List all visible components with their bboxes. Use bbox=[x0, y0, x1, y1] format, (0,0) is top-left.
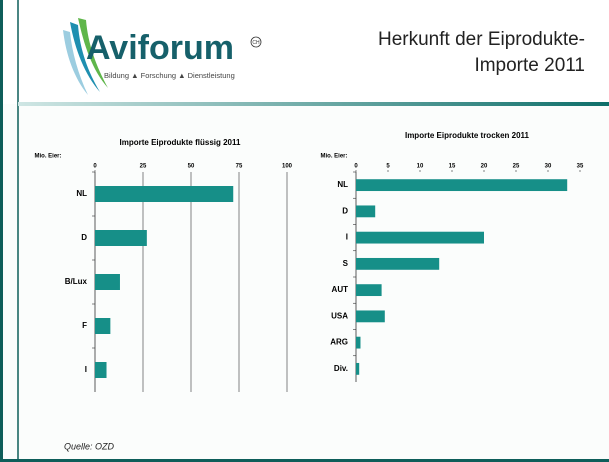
logo: Aviforum bbox=[86, 29, 234, 67]
bar bbox=[356, 362, 360, 375]
bar bbox=[356, 310, 385, 323]
x-tick-label: 15 bbox=[449, 164, 456, 170]
bar bbox=[356, 205, 376, 218]
bar bbox=[95, 186, 234, 202]
y-tick-label: Div. bbox=[334, 364, 348, 373]
bar bbox=[356, 336, 361, 349]
y-tick-label: I bbox=[346, 233, 348, 242]
x-tick-label: 5 bbox=[386, 164, 390, 170]
x-tick-label: 20 bbox=[481, 164, 488, 170]
logo-feather bbox=[63, 18, 108, 95]
left-border bbox=[0, 0, 3, 462]
bar bbox=[356, 257, 440, 270]
y-tick-label: NL bbox=[76, 189, 87, 198]
x-tick-label: 35 bbox=[577, 164, 584, 170]
logo-mark-ring bbox=[250, 36, 262, 48]
x-tick-label: 25 bbox=[513, 164, 520, 170]
x-tick-label: 30 bbox=[545, 164, 552, 170]
axis-label: Mio. Eier: bbox=[320, 154, 347, 160]
x-tick-label: 0 bbox=[354, 164, 358, 170]
slide-title: Importe 2011 bbox=[474, 55, 585, 76]
bar bbox=[95, 274, 120, 290]
y-tick-label: D bbox=[81, 233, 87, 242]
tagline: Bildung ▲ Forschung ▲ Dienstleistung bbox=[104, 71, 235, 80]
bar bbox=[95, 230, 147, 246]
chart-title: Importe Eiprodukte flüssig 2011 bbox=[120, 138, 241, 147]
y-tick-label: USA bbox=[331, 311, 348, 320]
y-tick-label: I bbox=[85, 365, 87, 374]
logo-mark: CH bbox=[252, 40, 260, 46]
bar bbox=[356, 231, 484, 244]
axis-label: Mio. Eier: bbox=[34, 154, 61, 160]
y-tick-label: AUT bbox=[332, 285, 349, 294]
x-tick-label: 50 bbox=[188, 164, 195, 170]
header-band bbox=[0, 0, 609, 104]
chart-title: Importe Eiprodukte trocken 2011 bbox=[405, 131, 530, 140]
bar bbox=[356, 284, 382, 297]
slide-title: Herkunft der Eiprodukte- bbox=[378, 29, 585, 50]
header-rule bbox=[18, 102, 609, 106]
bottom-border bbox=[0, 459, 609, 462]
bar bbox=[356, 179, 568, 192]
x-tick-label: 10 bbox=[417, 164, 424, 170]
x-tick-label: 25 bbox=[140, 164, 147, 170]
y-tick-label: B/Lux bbox=[65, 277, 88, 286]
y-tick-label: NL bbox=[337, 180, 348, 189]
bar bbox=[95, 318, 111, 334]
y-tick-label: S bbox=[343, 259, 349, 268]
source: Quelle: OZD bbox=[64, 441, 115, 451]
x-tick-label: 100 bbox=[282, 164, 293, 170]
y-tick-label: F bbox=[82, 321, 87, 330]
x-tick-label: 75 bbox=[236, 164, 243, 170]
x-tick-label: 0 bbox=[93, 164, 97, 170]
bar bbox=[95, 362, 107, 378]
y-tick-label: D bbox=[342, 206, 348, 215]
y-tick-label: ARG bbox=[330, 338, 348, 347]
